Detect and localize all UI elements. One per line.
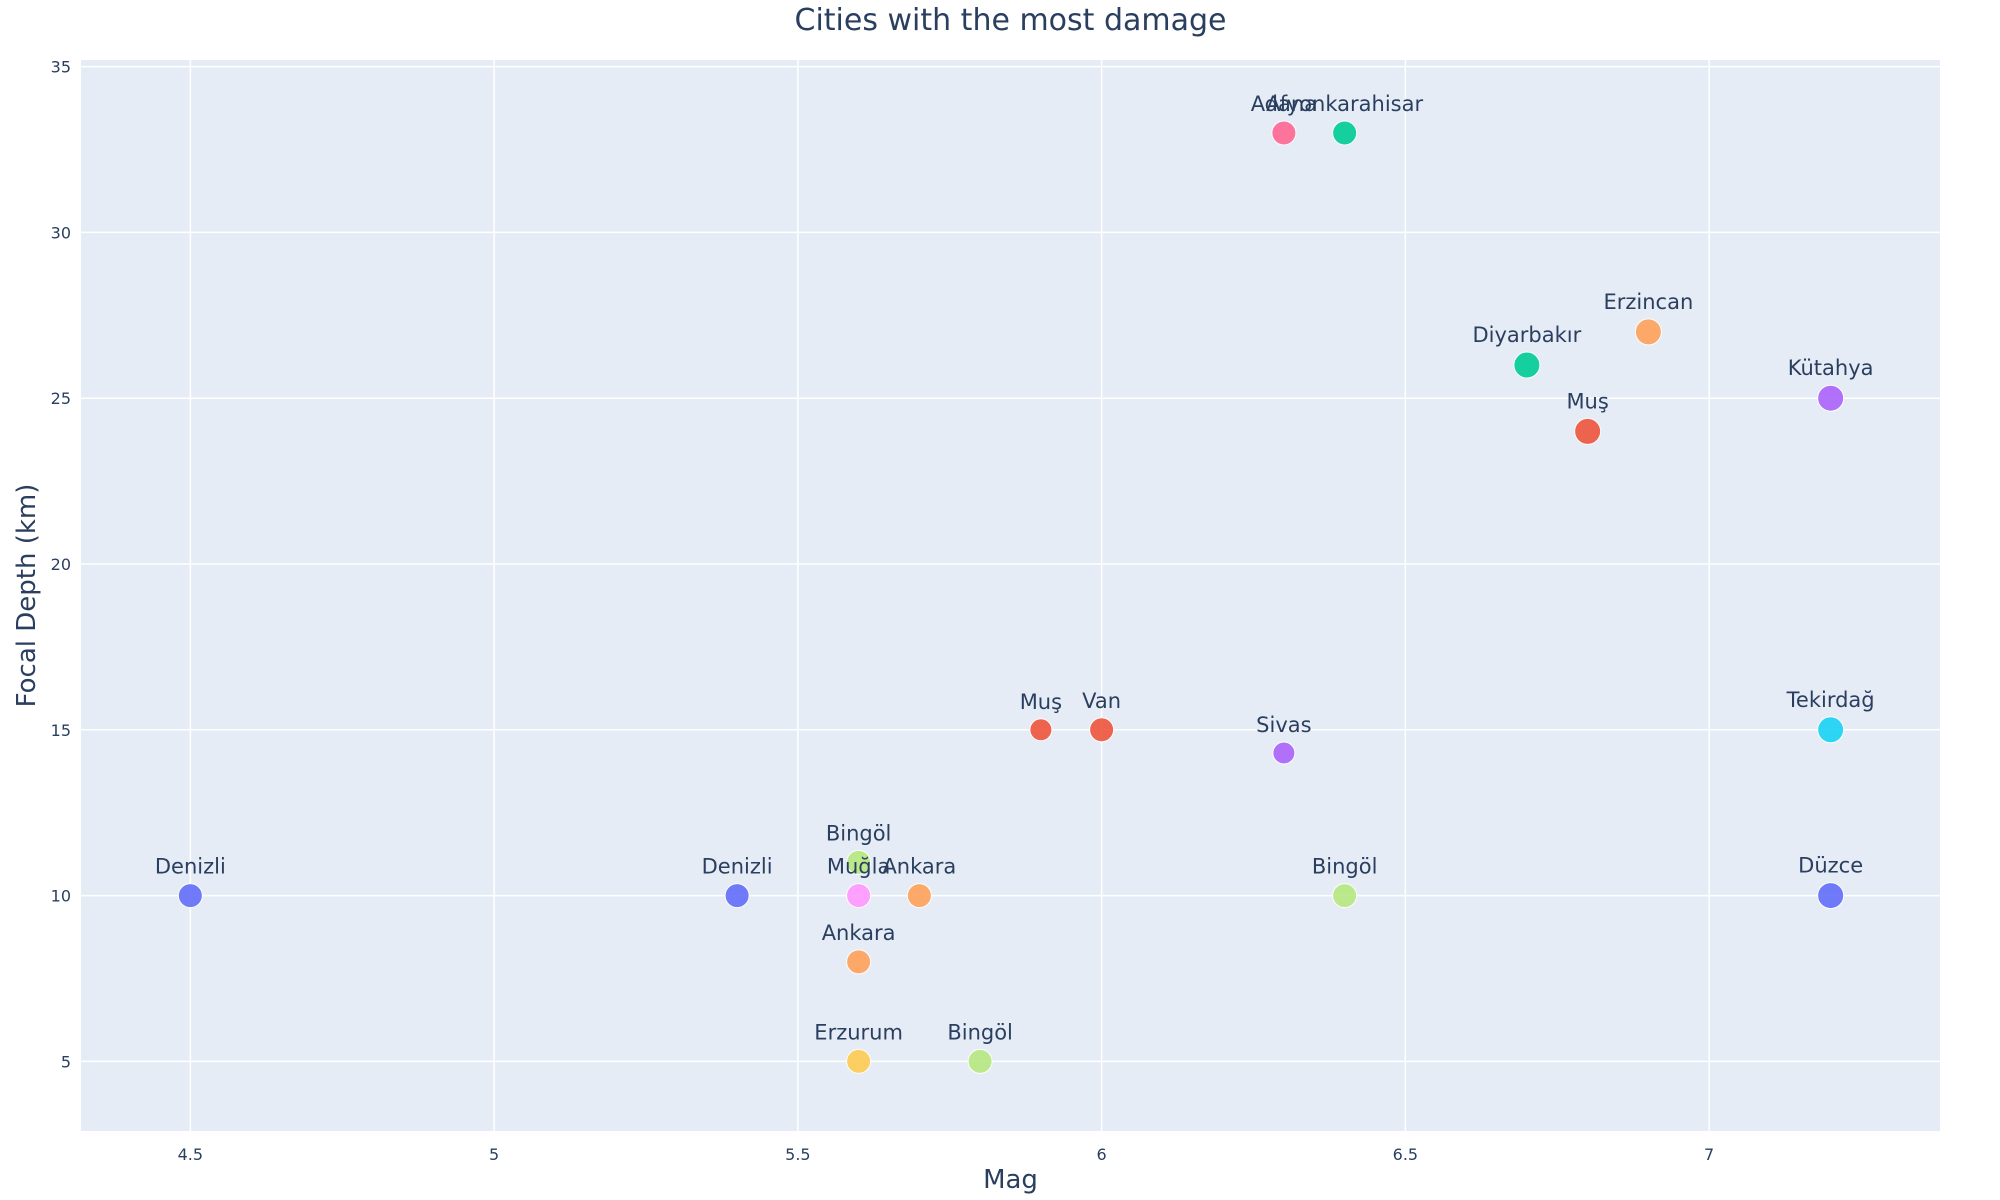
- data-point[interactable]: [846, 949, 872, 975]
- data-point[interactable]: [1332, 120, 1358, 146]
- data-point-label: Adana: [1251, 92, 1317, 116]
- plot-area: [81, 60, 1940, 1131]
- data-point-label: Muş: [1566, 389, 1608, 413]
- y-tick-label: 15: [51, 721, 71, 740]
- x-tick-label: 7: [1704, 1145, 1714, 1164]
- x-tick-label: 5: [489, 1145, 499, 1164]
- data-point[interactable]: [1029, 718, 1053, 742]
- x-tick-label: 6.5: [1393, 1145, 1418, 1164]
- data-point-label: Erzurum: [814, 1020, 903, 1044]
- data-point-label: Denizli: [702, 855, 773, 879]
- data-point-label: Kütahya: [1788, 356, 1874, 380]
- data-point[interactable]: [846, 1048, 872, 1074]
- y-tick-label: 25: [51, 389, 71, 408]
- data-point[interactable]: [1817, 882, 1845, 910]
- data-point[interactable]: [1817, 384, 1845, 412]
- x-gridlines: [189, 60, 1710, 1131]
- data-point-label: Van: [1082, 689, 1121, 713]
- data-point-label: Afyonkarahisar: [1266, 92, 1423, 116]
- y-tick-label: 30: [51, 223, 71, 242]
- data-point[interactable]: [1513, 351, 1541, 379]
- y-tick-label: 10: [51, 887, 71, 906]
- data-point[interactable]: [1634, 318, 1662, 346]
- data-point[interactable]: [846, 849, 872, 875]
- y-tick-label: 20: [51, 555, 71, 574]
- data-point-label: Bingöl: [826, 821, 892, 845]
- data-point[interactable]: [967, 1048, 993, 1074]
- data-points: [177, 120, 1845, 1074]
- data-point-label: Muğla: [827, 855, 890, 879]
- y-axis-title: Focal Depth (km): [12, 484, 42, 708]
- x-axis-title: Mag: [983, 1165, 1038, 1195]
- chart-title: Cities with the most damage: [795, 3, 1227, 38]
- data-point[interactable]: [1332, 883, 1358, 909]
- data-point-label: Bingöl: [1312, 855, 1378, 879]
- data-point-label: Muş: [1020, 690, 1062, 714]
- data-point[interactable]: [177, 883, 203, 909]
- data-point-label: Bingöl: [947, 1020, 1013, 1044]
- data-point-label: Düzce: [1798, 854, 1863, 878]
- data-point[interactable]: [1817, 716, 1845, 744]
- data-point-labels: Denizli DenizliBingölMuğlaAnkaraAnkaraErz…: [155, 92, 1875, 1044]
- data-point[interactable]: [1574, 417, 1602, 445]
- x-tick-label: 4.5: [178, 1145, 203, 1164]
- data-point-label: Sivas: [1256, 713, 1311, 737]
- y-tick-label: 35: [51, 58, 71, 77]
- data-point[interactable]: [1272, 741, 1296, 765]
- data-point[interactable]: [724, 883, 750, 909]
- data-point-label: Ankara: [822, 921, 896, 945]
- data-point-label: Ankara: [882, 855, 956, 879]
- data-point-label: Diyarbakır: [1473, 323, 1582, 347]
- data-point[interactable]: [846, 883, 872, 909]
- x-tick-label: 5.5: [785, 1145, 810, 1164]
- x-tick-label: 6: [1097, 1145, 1107, 1164]
- y-gridlines: [81, 65, 1940, 1063]
- data-point[interactable]: [1089, 717, 1115, 743]
- x-tick-labels: 4.5 5 5.5 6 6.5 7: [178, 1145, 1715, 1164]
- data-point[interactable]: [906, 883, 932, 909]
- y-tick-labels: 5 10 15 20 25 30 35: [51, 58, 71, 1072]
- data-point-label: Denizli: [155, 855, 226, 879]
- y-tick-label: 5: [61, 1052, 71, 1071]
- data-point-label: Erzincan: [1603, 290, 1693, 314]
- data-point-label: Tekirdağ: [1786, 688, 1875, 712]
- data-point[interactable]: [1271, 120, 1297, 146]
